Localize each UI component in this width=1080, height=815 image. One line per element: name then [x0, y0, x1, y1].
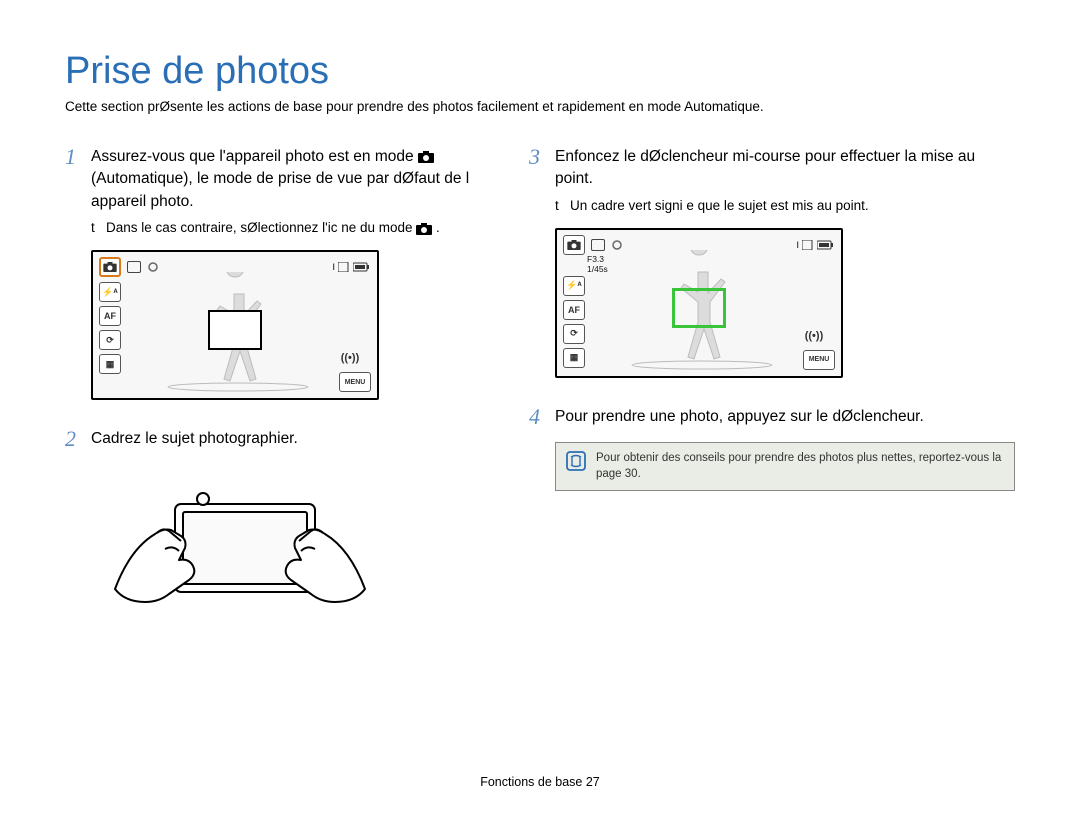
- footer-label: Fonctions de base: [480, 775, 582, 789]
- screen-left-icons: ⚡ᴬ AF ⟳ ▦: [563, 276, 585, 368]
- bullet: t: [91, 220, 95, 235]
- portrait-mode-icon: [591, 239, 605, 251]
- step-sub-text: Un cadre vert signi e que le sujet est m…: [570, 198, 869, 213]
- step-text-part2: (Automatique), le mode de prise de vue p…: [91, 170, 469, 209]
- step-sub-text2: .: [436, 220, 440, 235]
- step-number: 3: [529, 144, 547, 191]
- screen-top-right: I: [796, 240, 835, 250]
- note-icon: [566, 451, 586, 471]
- screen-right-icons: ((•)) MENU: [339, 348, 371, 392]
- camera-icon: [99, 257, 121, 277]
- settings-icon: ▦: [99, 354, 121, 374]
- page-subtitle: Cette section prØsente les actions de ba…: [65, 99, 1015, 114]
- camera-screen-2: I F3.3 1/45s ⚡ᴬ AF ⟳ ▦ ((•)): [555, 228, 843, 378]
- two-column-layout: 1 Assurez-vous que l'appareil photo est …: [65, 144, 1015, 644]
- camera-icon: [418, 151, 434, 163]
- timer-off-icon: ⟳: [99, 330, 121, 350]
- bullet: t: [555, 198, 559, 213]
- menu-icon: MENU: [803, 350, 835, 370]
- separator: I: [332, 262, 335, 272]
- step-text-part1: Assurez-vous que l'appareil photo est en…: [91, 148, 414, 165]
- step-2: 2 Cadrez le sujet photographier.: [65, 426, 474, 452]
- step-3: 3 Enfoncez le dØclencheur mi-course pour…: [529, 144, 1015, 191]
- step-number: 1: [65, 144, 83, 213]
- step-1-sub: t Dans le cas contraire, sØlectionnez l'…: [91, 219, 474, 238]
- right-column: 3 Enfoncez le dØclencheur mi-course pour…: [529, 144, 1015, 644]
- separator: I: [796, 240, 799, 250]
- step-4: 4 Pour prendre une photo, appuyez sur le…: [529, 404, 1015, 430]
- camera-icon: [563, 235, 585, 255]
- af-icon: AF: [99, 306, 121, 326]
- shutter-value: 1/45s: [587, 264, 608, 274]
- aperture-value: F3.3: [587, 254, 608, 264]
- focus-box-green: [672, 288, 726, 328]
- hands-holding-camera-figure: [95, 459, 385, 639]
- page-number: 27: [586, 775, 600, 789]
- exposure-readout: F3.3 1/45s: [587, 254, 608, 274]
- flash-auto-icon: ⚡ᴬ: [563, 276, 585, 296]
- step-text: Pour prendre une photo, appuyez sur le d…: [555, 404, 924, 430]
- step-number: 4: [529, 404, 547, 430]
- af-icon: AF: [563, 300, 585, 320]
- camera-screen-1: I ⚡ᴬ AF ⟳ ▦ ((•)) MENU: [91, 250, 379, 400]
- screen-right-icons: ((•)) MENU: [803, 326, 835, 370]
- focus-box: [208, 310, 262, 350]
- step-sub-text: Dans le cas contraire, sØlectionnez l'ic…: [106, 220, 416, 235]
- macro-icon: [147, 261, 159, 273]
- step-1: 1 Assurez-vous que l'appareil photo est …: [65, 144, 474, 213]
- step-text: Enfoncez le dØclencheur mi-course pour e…: [555, 144, 1015, 191]
- settings-icon: ▦: [563, 348, 585, 368]
- battery-full-icon: [817, 240, 835, 250]
- flash-auto-icon: ⚡ᴬ: [99, 282, 121, 302]
- wifi-icon: ((•)): [803, 326, 825, 346]
- tip-text: Pour obtenir des conseils pour prendre d…: [596, 451, 1004, 482]
- page-footer: Fonctions de base 27: [0, 775, 1080, 789]
- step-text: Assurez-vous que l'appareil photo est en…: [91, 144, 474, 213]
- screen-top-right: I: [332, 262, 371, 272]
- timer-off-icon: ⟳: [563, 324, 585, 344]
- ground-shadow: [163, 382, 313, 392]
- menu-icon: MENU: [339, 372, 371, 392]
- screen-top-left: [99, 257, 159, 277]
- battery-full-icon: [353, 262, 371, 272]
- wifi-icon: ((•)): [339, 348, 361, 368]
- sd-card-icon: [338, 262, 350, 272]
- screen-top-left: [563, 235, 623, 255]
- tip-box: Pour obtenir des conseils pour prendre d…: [555, 442, 1015, 491]
- portrait-mode-icon: [127, 261, 141, 273]
- ground-shadow: [627, 360, 777, 370]
- step-number: 2: [65, 426, 83, 452]
- sd-card-icon: [802, 240, 814, 250]
- step-3-sub: t Un cadre vert signi e que le sujet est…: [555, 197, 1015, 216]
- step-text: Cadrez le sujet photographier.: [91, 426, 298, 452]
- left-column: 1 Assurez-vous que l'appareil photo est …: [65, 144, 474, 644]
- page-title: Prise de photos: [65, 50, 1015, 93]
- camera-icon: [416, 223, 432, 235]
- macro-icon: [611, 239, 623, 251]
- screen-left-icons: ⚡ᴬ AF ⟳ ▦: [99, 282, 121, 374]
